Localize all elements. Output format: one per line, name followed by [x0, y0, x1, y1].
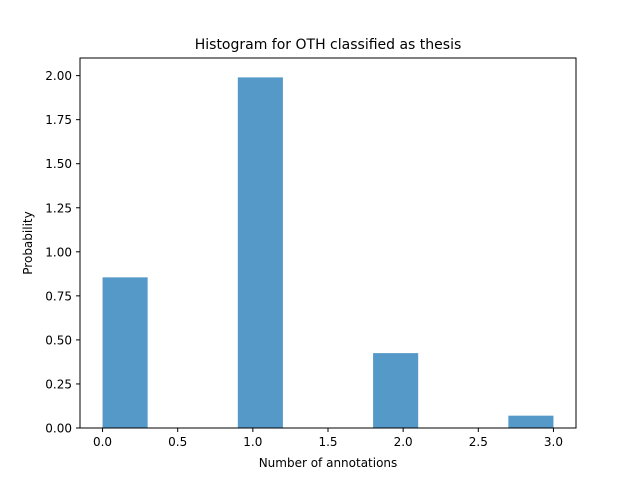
y-tick-label: 1.50 [45, 157, 72, 171]
y-tick-label: 0.75 [45, 289, 72, 303]
x-tick-label: 1.5 [318, 435, 337, 449]
x-tick-label: 0.0 [93, 435, 112, 449]
y-axis-ticks: 0.00 0.25 0.50 0.75 1.00 1.25 1.50 1.75 2.00 [45, 69, 80, 436]
histogram-bar-2 [373, 353, 419, 428]
x-tick-label: 0.5 [168, 435, 187, 449]
plot-frame [79, 57, 577, 429]
y-tick-label: 2.00 [45, 69, 72, 83]
x-tick-label: 3.0 [544, 435, 563, 449]
y-tick-label: 1.00 [45, 245, 72, 259]
y-tick-label: 0.50 [45, 333, 72, 347]
histogram-bar-3 [508, 415, 554, 428]
y-axis-label: Probability [21, 211, 35, 274]
chart-title: Histogram for OTH classified as thesis [195, 37, 462, 53]
x-axis-label: Number of annotations [259, 456, 398, 470]
y-tick-label: 0.00 [45, 422, 72, 436]
y-tick-label: 0.25 [45, 377, 72, 391]
y-tick-label: 1.25 [45, 201, 72, 215]
x-tick-label: 1.0 [243, 435, 262, 449]
histogram-bar-0 [102, 277, 148, 428]
y-tick-label: 1.75 [45, 113, 72, 127]
x-tick-label: 2.0 [394, 435, 413, 449]
bars-group [102, 77, 554, 428]
histogram-bar-1 [237, 77, 283, 428]
x-axis-ticks: 0.0 0.5 1.0 1.5 2.0 2.5 3.0 [93, 428, 563, 449]
x-tick-label: 2.5 [469, 435, 488, 449]
